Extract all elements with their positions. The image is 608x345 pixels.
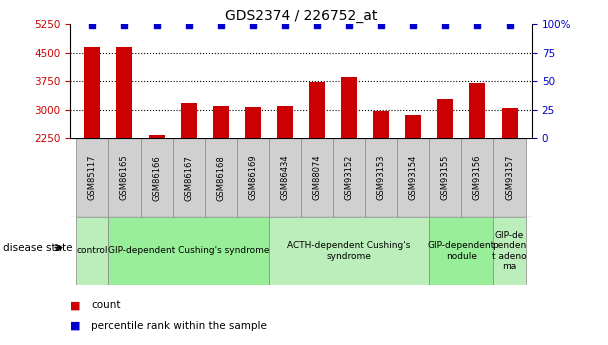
Bar xyxy=(341,77,357,138)
Bar xyxy=(108,217,269,285)
Bar xyxy=(461,138,494,217)
Text: GSM93153: GSM93153 xyxy=(377,155,385,200)
Text: ACTH-dependent Cushing's
syndrome: ACTH-dependent Cushing's syndrome xyxy=(288,241,411,261)
Bar xyxy=(245,107,261,138)
Bar xyxy=(181,103,196,138)
Text: disease state: disease state xyxy=(3,243,72,253)
Bar xyxy=(108,138,140,217)
Text: GSM86434: GSM86434 xyxy=(280,155,289,200)
Text: GSM85117: GSM85117 xyxy=(88,155,97,200)
Bar xyxy=(205,138,237,217)
Bar xyxy=(365,138,397,217)
Text: GIP-dependent Cushing's syndrome: GIP-dependent Cushing's syndrome xyxy=(108,246,269,256)
Bar xyxy=(213,106,229,138)
Text: GSM86169: GSM86169 xyxy=(248,155,257,200)
Title: GDS2374 / 226752_at: GDS2374 / 226752_at xyxy=(225,9,377,23)
Text: count: count xyxy=(91,300,121,310)
Bar xyxy=(77,217,108,285)
Text: GSM86168: GSM86168 xyxy=(216,155,225,200)
Text: GSM86165: GSM86165 xyxy=(120,155,129,200)
Bar xyxy=(85,47,100,138)
Text: percentile rank within the sample: percentile rank within the sample xyxy=(91,321,267,331)
Text: GSM93155: GSM93155 xyxy=(441,155,450,200)
Text: GSM93156: GSM93156 xyxy=(473,155,482,200)
Text: GSM93152: GSM93152 xyxy=(345,155,354,200)
Bar xyxy=(301,138,333,217)
Text: ■: ■ xyxy=(70,300,80,310)
Bar xyxy=(502,108,517,138)
Text: GSM86167: GSM86167 xyxy=(184,155,193,200)
Text: GSM93157: GSM93157 xyxy=(505,155,514,200)
Bar xyxy=(397,138,429,217)
Bar xyxy=(429,217,494,285)
Bar xyxy=(277,106,293,138)
Bar xyxy=(469,83,485,138)
Text: GIP-de
penden
t adeno
ma: GIP-de penden t adeno ma xyxy=(492,231,527,271)
Bar xyxy=(429,138,461,217)
Bar xyxy=(117,47,133,138)
Bar xyxy=(269,138,301,217)
Bar xyxy=(269,217,429,285)
Bar xyxy=(437,99,454,138)
Text: GIP-dependent
nodule: GIP-dependent nodule xyxy=(428,241,495,261)
Bar xyxy=(373,111,389,138)
Bar xyxy=(309,82,325,138)
Bar xyxy=(333,138,365,217)
Bar xyxy=(148,135,165,138)
Bar xyxy=(237,138,269,217)
Text: GSM93154: GSM93154 xyxy=(409,155,418,200)
Bar xyxy=(494,138,525,217)
Bar xyxy=(77,138,108,217)
Text: GSM86166: GSM86166 xyxy=(152,155,161,200)
Bar xyxy=(406,115,421,138)
Bar xyxy=(494,217,525,285)
Text: control: control xyxy=(77,246,108,256)
Bar xyxy=(173,138,205,217)
Text: ■: ■ xyxy=(70,321,80,331)
Text: GSM88074: GSM88074 xyxy=(313,155,322,200)
Bar xyxy=(140,138,173,217)
